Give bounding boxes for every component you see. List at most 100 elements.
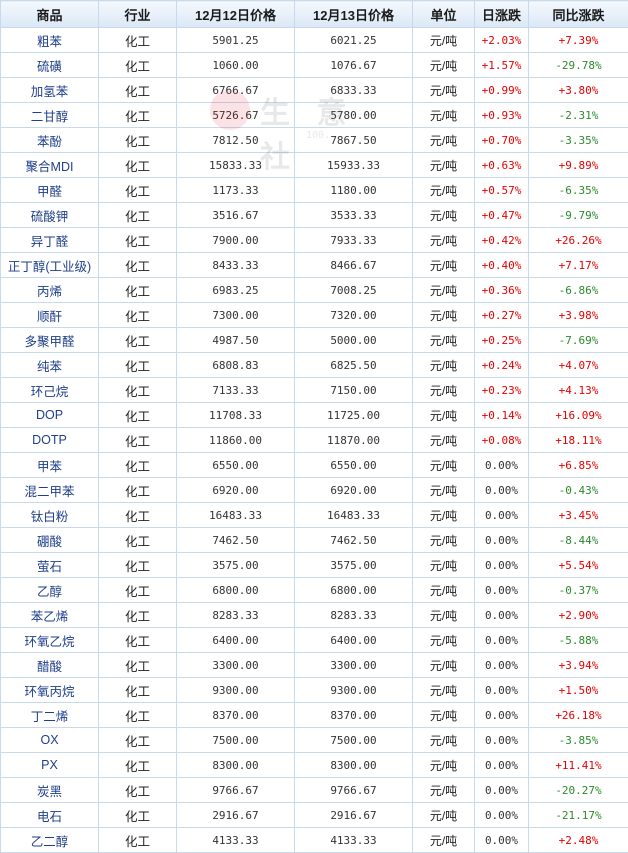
unit-cell: 元/吨 [413, 553, 475, 578]
unit-cell: 元/吨 [413, 228, 475, 253]
price-dec13-cell: 8283.33 [295, 603, 413, 628]
yoy-change-cell: +11.41% [529, 753, 628, 778]
price-dec13-cell: 7150.00 [295, 378, 413, 403]
product-name[interactable]: 硫酸钾 [1, 203, 99, 228]
price-dec12-cell: 3300.00 [177, 653, 295, 678]
price-dec13-cell: 6833.33 [295, 78, 413, 103]
unit-cell: 元/吨 [413, 728, 475, 753]
price-dec12-cell: 7300.00 [177, 303, 295, 328]
product-name[interactable]: 纯苯 [1, 353, 99, 378]
product-name[interactable]: 混二甲苯 [1, 478, 99, 503]
unit-cell: 元/吨 [413, 253, 475, 278]
unit-cell: 元/吨 [413, 478, 475, 503]
product-name[interactable]: 异丁醛 [1, 228, 99, 253]
product-name[interactable]: 苯酚 [1, 128, 99, 153]
yoy-change-cell: +18.11% [529, 428, 628, 453]
unit-cell: 元/吨 [413, 503, 475, 528]
product-name[interactable]: 乙醇 [1, 578, 99, 603]
product-name[interactable]: 硼酸 [1, 528, 99, 553]
header-industry[interactable]: 行业 [99, 1, 177, 28]
product-name[interactable]: 正丁醇(工业级) [1, 253, 99, 278]
price-dec13-cell: 6920.00 [295, 478, 413, 503]
yoy-change-cell: -6.35% [529, 178, 628, 203]
unit-cell: 元/吨 [413, 778, 475, 803]
product-name[interactable]: DOTP [1, 428, 99, 453]
price-dec13-cell: 7867.50 [295, 128, 413, 153]
price-dec12-cell: 5726.67 [177, 103, 295, 128]
price-dec12-cell: 7462.50 [177, 528, 295, 553]
daily-change-cell: +0.24% [475, 353, 529, 378]
daily-change-cell: 0.00% [475, 753, 529, 778]
product-name[interactable]: 钛白粉 [1, 503, 99, 528]
price-dec12-cell: 8433.33 [177, 253, 295, 278]
product-name[interactable]: PX [1, 753, 99, 778]
unit-cell: 元/吨 [413, 453, 475, 478]
product-name[interactable]: 甲苯 [1, 453, 99, 478]
daily-change-cell: 0.00% [475, 453, 529, 478]
price-dec13-cell: 3575.00 [295, 553, 413, 578]
yoy-change-cell: +26.26% [529, 228, 628, 253]
product-name[interactable]: 电石 [1, 803, 99, 828]
daily-change-cell: +1.57% [475, 53, 529, 78]
daily-change-cell: 0.00% [475, 478, 529, 503]
daily-change-cell: +0.27% [475, 303, 529, 328]
product-name[interactable]: 环己烷 [1, 378, 99, 403]
product-name[interactable]: 粗苯 [1, 28, 99, 53]
product-name[interactable]: 丙烯 [1, 278, 99, 303]
price-dec12-cell: 15833.33 [177, 153, 295, 178]
header-price-dec13[interactable]: 12月13日价格 [295, 1, 413, 28]
product-name[interactable]: 甲醛 [1, 178, 99, 203]
header-daily-change[interactable]: 日涨跌 [475, 1, 529, 28]
product-name[interactable]: 聚合MDI [1, 153, 99, 178]
daily-change-cell: +0.47% [475, 203, 529, 228]
yoy-change-cell: +4.07% [529, 353, 628, 378]
daily-change-cell: +0.99% [475, 78, 529, 103]
product-name[interactable]: 加氢苯 [1, 78, 99, 103]
price-dec13-cell: 8370.00 [295, 703, 413, 728]
yoy-change-cell: +2.48% [529, 828, 628, 853]
yoy-change-cell: +4.13% [529, 378, 628, 403]
industry-cell: 化工 [99, 428, 177, 453]
price-dec13-cell: 7320.00 [295, 303, 413, 328]
product-name[interactable]: OX [1, 728, 99, 753]
product-name[interactable]: 醋酸 [1, 653, 99, 678]
product-name[interactable]: 萤石 [1, 553, 99, 578]
product-name[interactable]: 丁二烯 [1, 703, 99, 728]
price-dec12-cell: 1173.33 [177, 178, 295, 203]
product-name[interactable]: 多聚甲醛 [1, 328, 99, 353]
unit-cell: 元/吨 [413, 653, 475, 678]
product-name[interactable]: 炭黑 [1, 778, 99, 803]
price-dec13-cell: 6800.00 [295, 578, 413, 603]
industry-cell: 化工 [99, 628, 177, 653]
product-name[interactable]: 顺酐 [1, 303, 99, 328]
product-name[interactable]: DOP [1, 403, 99, 428]
header-price-dec12[interactable]: 12月12日价格 [177, 1, 295, 28]
price-dec13-cell: 4133.33 [295, 828, 413, 853]
product-name[interactable]: 二甘醇 [1, 103, 99, 128]
header-unit[interactable]: 单位 [413, 1, 475, 28]
product-name[interactable]: 苯乙烯 [1, 603, 99, 628]
product-name[interactable]: 环氧乙烷 [1, 628, 99, 653]
header-yoy-change[interactable]: 同比涨跌 [529, 1, 628, 28]
price-dec12-cell: 3516.67 [177, 203, 295, 228]
industry-cell: 化工 [99, 403, 177, 428]
daily-change-cell: 0.00% [475, 778, 529, 803]
yoy-change-cell: -6.86% [529, 278, 628, 303]
yoy-change-cell: -3.85% [529, 728, 628, 753]
industry-cell: 化工 [99, 128, 177, 153]
unit-cell: 元/吨 [413, 178, 475, 203]
industry-cell: 化工 [99, 478, 177, 503]
daily-change-cell: +0.63% [475, 153, 529, 178]
product-name[interactable]: 环氧丙烷 [1, 678, 99, 703]
header-product[interactable]: 商品 [1, 1, 99, 28]
product-name[interactable]: 乙二醇 [1, 828, 99, 853]
product-name[interactable]: 硫磺 [1, 53, 99, 78]
price-dec12-cell: 6983.25 [177, 278, 295, 303]
